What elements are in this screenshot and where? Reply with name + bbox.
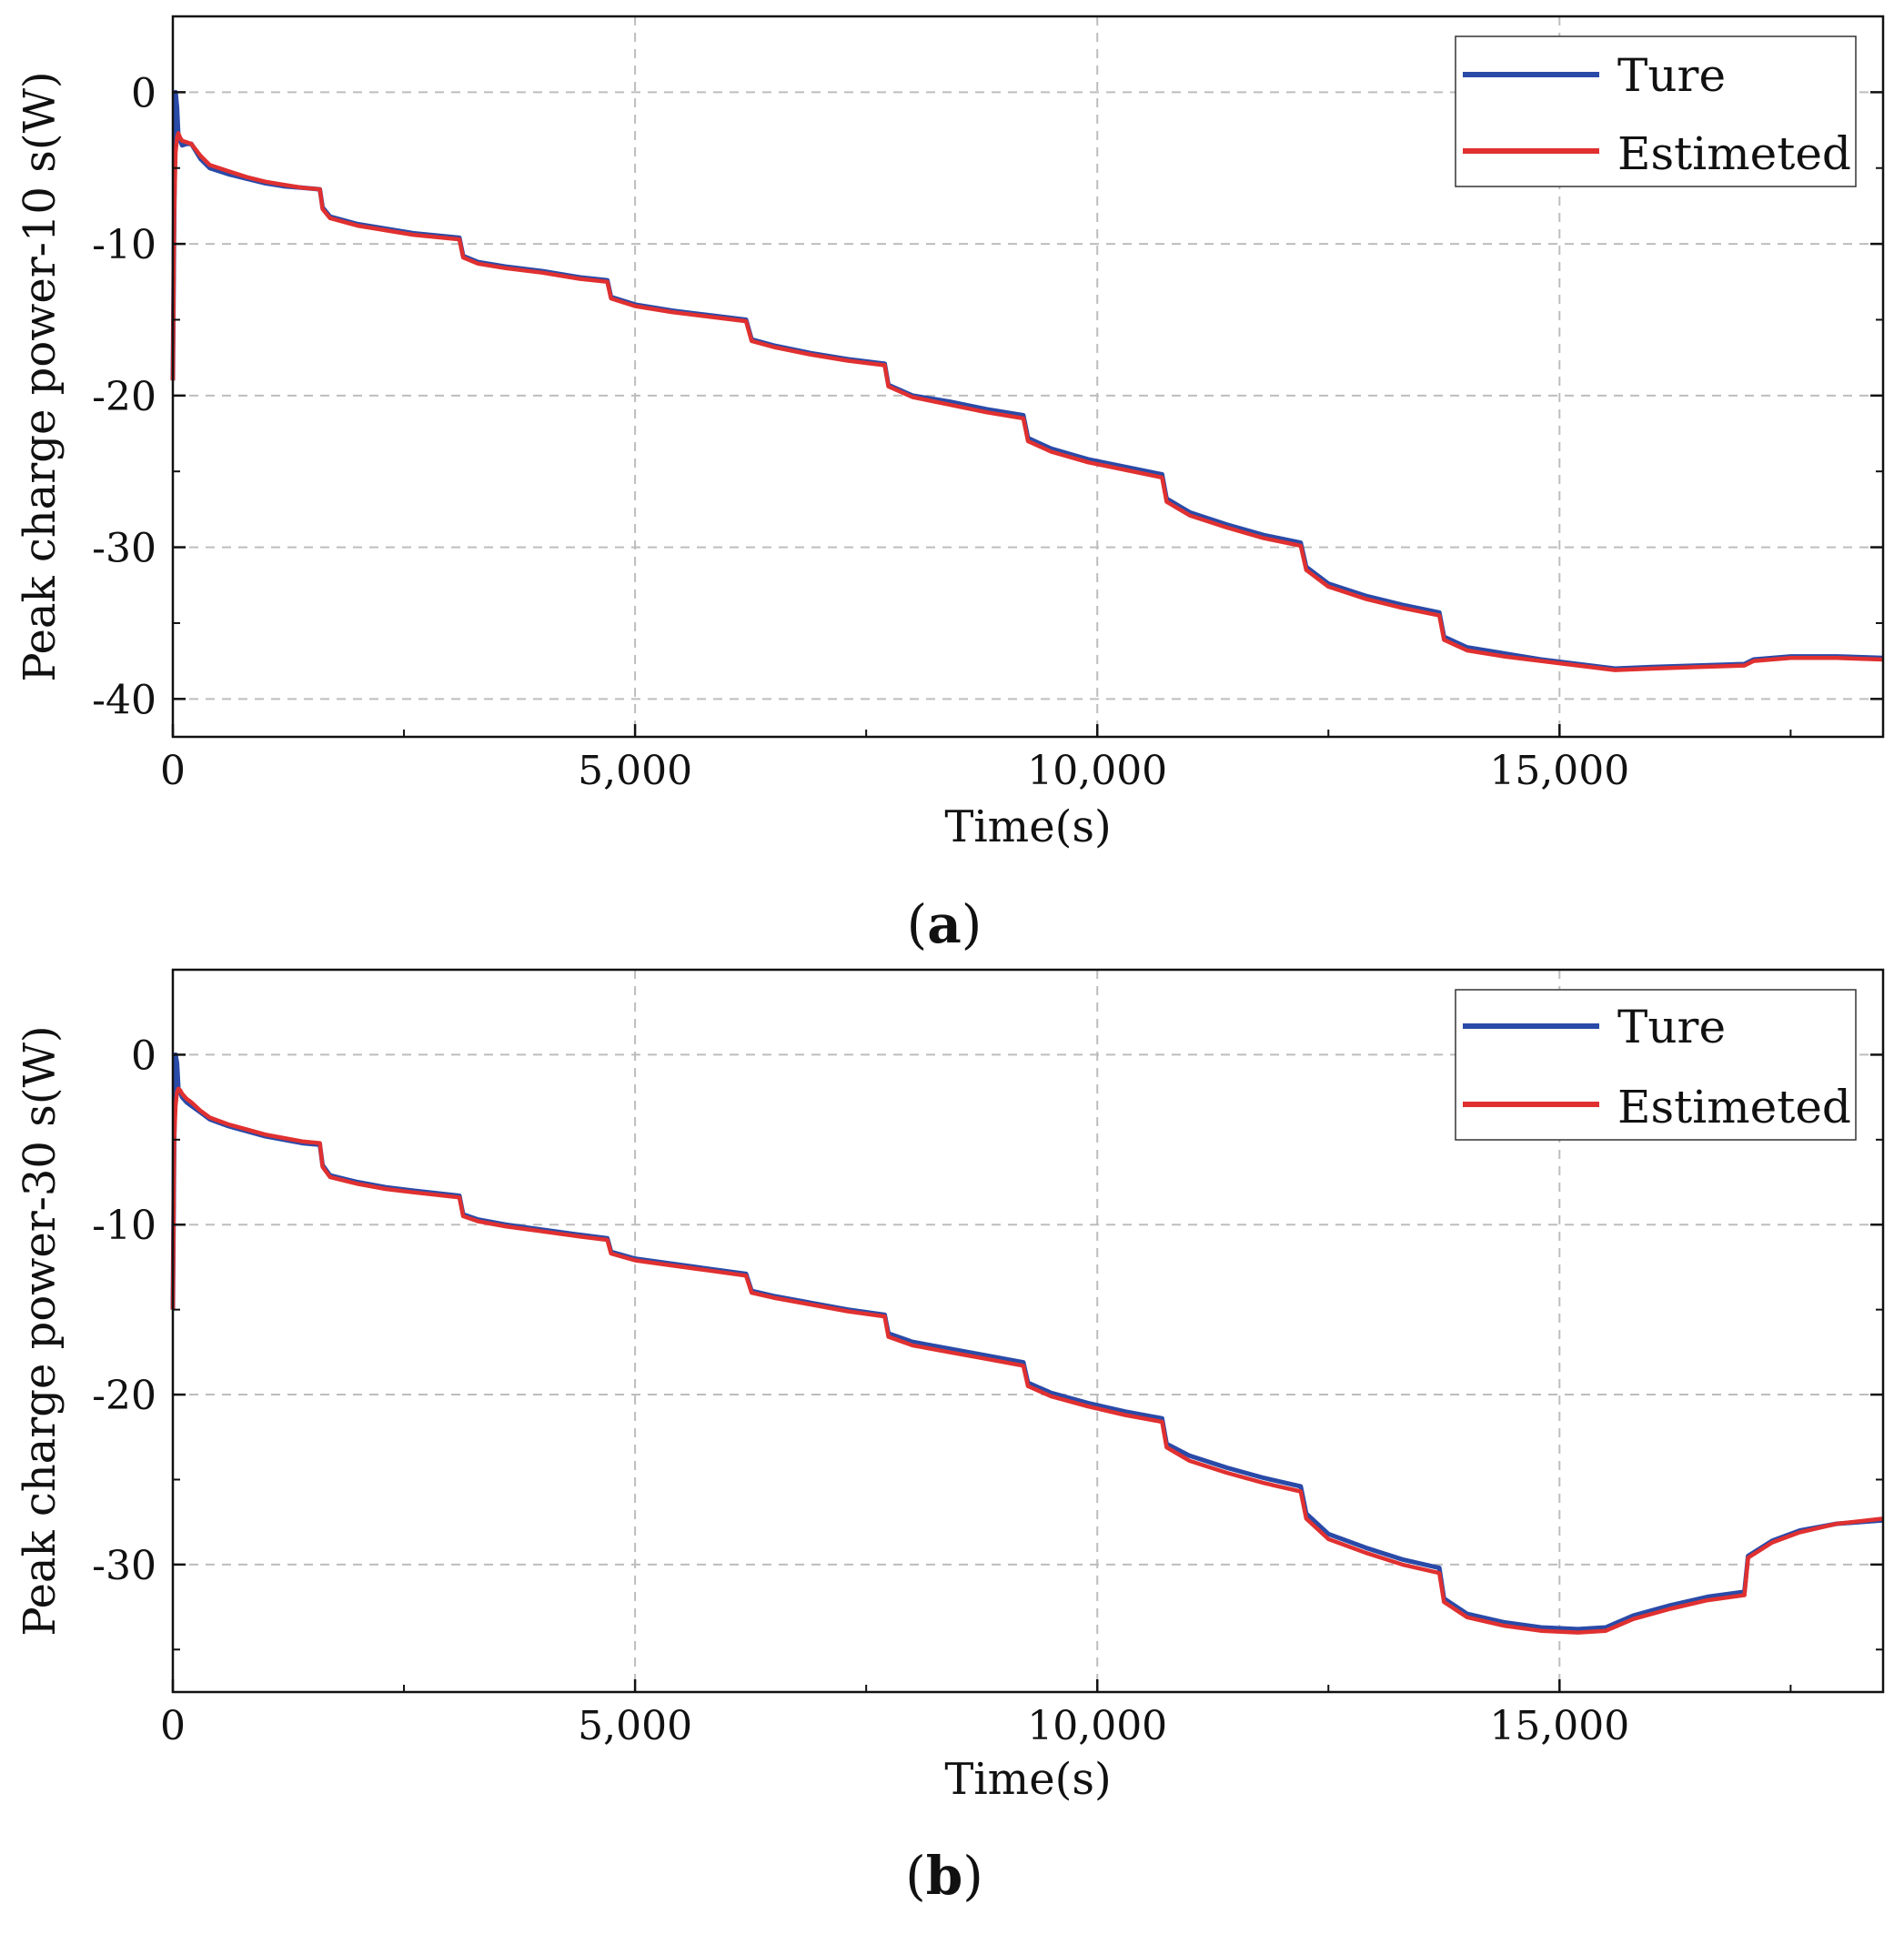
panel-a-legend-label-estimeted: Estimeted [1617,127,1851,180]
panel-b-legend-box [1455,989,1857,1141]
panel-b-ticks [171,969,1883,1692]
panel-a-grid [173,16,1883,737]
panel-b-plot-frame [171,968,1885,1694]
panel-a-y-tick-label: -10 [92,222,156,268]
panel-b-caption: (b) [905,1845,983,1907]
panel-a-legend-box [1455,35,1857,187]
panel-a-x-tick-label: 5,000 [578,748,692,794]
panel-a-x-axis-title: Time(s) [944,801,1111,852]
panel-b-legend-label-ture: Ture [1617,1001,1726,1053]
panel-b-y-tick-label: -10 [92,1203,156,1249]
panel-a-plot-frame [171,15,1885,739]
panel-a-y-tick-label: -20 [92,374,156,420]
panel-b-y-tick-label: 0 [131,1032,156,1079]
panel-b-x-tick-label: 15,000 [1489,1703,1629,1749]
panel-a-caption-open: ( [907,893,928,955]
panel-a-x-tick-label: 0 [160,748,186,794]
panel-b-x-tick-label: 10,000 [1027,1703,1167,1749]
panel-b-x-tick-label: 0 [160,1703,186,1749]
panel-a-y-tick-label: 0 [131,70,156,116]
panel-b-series-ture-line [170,1052,1884,1632]
panel-a-y-axis-title: Peak charge power-10 s(W) [15,71,65,681]
panel-a-tick-labels: 0 5,000 10,000 15,000 0 -10 -20 -30 -40 [92,70,1629,794]
panel-a-series [170,89,1884,672]
panel-a-y-tick-label: -30 [92,526,156,572]
panel-b-caption-close: ) [962,1845,983,1907]
panel-a-x-tick-label: 15,000 [1489,748,1629,794]
panel-a-series-estimeted-line [170,131,1884,672]
panel-a-y-tick-label: -40 [92,677,156,723]
panel-a-caption-letter: a [927,893,962,955]
panel-b-series-estimeted-line [170,1086,1884,1635]
panel-b-y-tick-label: -30 [92,1543,156,1589]
panel-a-ticks [171,15,1883,737]
panel-b-caption-open: ( [905,1845,926,1907]
panel-b-y-axis-title: Peak charge power-30 s(W) [15,1025,65,1636]
panel-b-x-tick-label: 5,000 [578,1703,692,1749]
panel-b-legend: Ture Estimeted [1455,989,1857,1141]
panel-b-legend-label-estimeted: Estimeted [1617,1081,1851,1133]
panel-b: 0 5,000 10,000 15,000 0 -10 -20 -30 Time(s) Pea… [15,968,1885,1907]
panel-b-x-axis-title: Time(s) [944,1754,1111,1805]
panel-a-legend: Ture Estimeted [1455,35,1857,187]
panel-b-series [170,1052,1884,1635]
panel-a-caption: (a) [907,893,982,955]
panel-a-x-tick-label: 10,000 [1027,748,1167,794]
panel-a-legend-label-ture: Ture [1617,49,1726,102]
panel-b-y-tick-label: -20 [92,1373,156,1419]
panel-b-caption-letter: b [926,1845,963,1907]
panel-b-tick-labels: 0 5,000 10,000 15,000 0 -10 -20 -30 [92,1032,1629,1749]
panel-a-caption-close: ) [962,893,982,955]
